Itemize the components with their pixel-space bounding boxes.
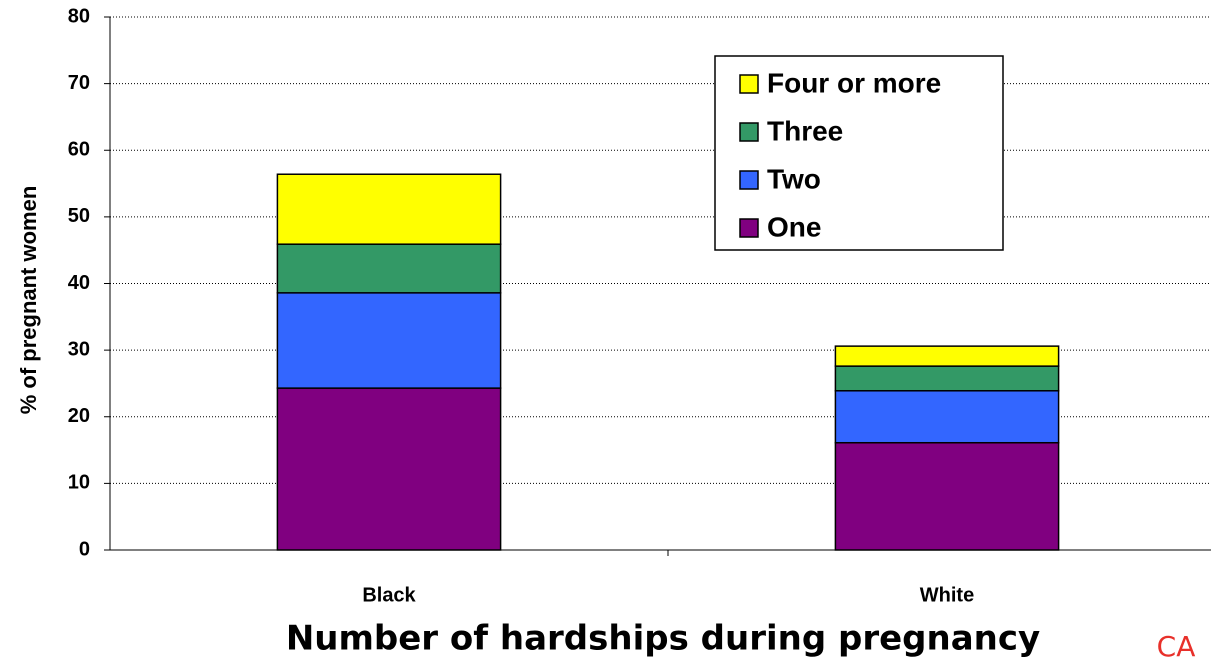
x-axis-label: Number of hardships during pregnancy bbox=[286, 619, 1040, 659]
y-tick-label: 70 bbox=[68, 72, 90, 94]
legend-label: Three bbox=[767, 115, 843, 146]
annotation: CA bbox=[1157, 630, 1196, 663]
legend-label: Two bbox=[767, 163, 821, 194]
bar-segment bbox=[834, 345, 1060, 367]
legend-swatch bbox=[739, 218, 759, 238]
legend-label: Four or more bbox=[767, 67, 941, 98]
x-tick-label: Black bbox=[362, 584, 416, 606]
bar-segment bbox=[276, 243, 502, 294]
legend-swatch bbox=[739, 74, 759, 94]
bar-segment bbox=[276, 292, 502, 389]
bar-segment bbox=[834, 441, 1060, 551]
y-tick-label: 50 bbox=[68, 205, 90, 227]
legend-swatch bbox=[739, 170, 759, 190]
bar-segment bbox=[276, 387, 502, 551]
x-tick-label: White bbox=[920, 584, 974, 606]
bar-segment bbox=[276, 173, 502, 245]
bar-segment bbox=[834, 390, 1060, 444]
legend-box bbox=[714, 55, 1004, 251]
y-tick-label: 30 bbox=[68, 338, 90, 360]
y-tick-label: 0 bbox=[79, 538, 90, 560]
y-tick-label: 20 bbox=[68, 405, 90, 427]
bar-segment bbox=[834, 365, 1060, 392]
y-tick-label: 40 bbox=[68, 272, 90, 294]
y-tick-label: 10 bbox=[68, 472, 90, 494]
y-axis-label: % of pregnant women bbox=[16, 186, 41, 415]
y-tick-label: 60 bbox=[68, 139, 90, 161]
legend-label: One bbox=[767, 211, 821, 242]
y-tick-label: 80 bbox=[68, 5, 90, 27]
legend-swatch bbox=[739, 122, 759, 142]
